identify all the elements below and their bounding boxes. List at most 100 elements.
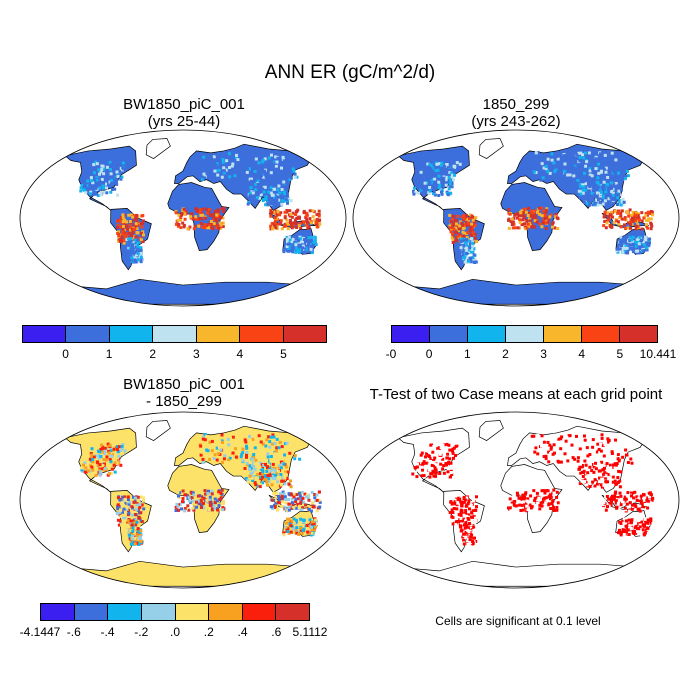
- grid-cell: [472, 525, 476, 529]
- grid-cell: [549, 447, 553, 451]
- grid-cell: [462, 532, 466, 536]
- grid-cell: [644, 235, 647, 239]
- grid-cell: [211, 498, 215, 502]
- grid-cell: [583, 171, 586, 175]
- grid-cell: [116, 193, 120, 197]
- grid-cell: [446, 470, 450, 474]
- grid-cell: [302, 520, 306, 524]
- grid-cell: [578, 443, 582, 446]
- grid-cell: [571, 177, 575, 181]
- grid-cell: [288, 249, 292, 253]
- grid-cell: [90, 455, 94, 459]
- grid-cell: [142, 496, 146, 500]
- grid-cell: [429, 167, 433, 171]
- grid-cell: [457, 229, 460, 233]
- grid-cell: [569, 155, 573, 159]
- grid-cell: [528, 503, 532, 507]
- grid-cell: [456, 234, 460, 238]
- grid-cell: [301, 244, 305, 248]
- grid-cell: [642, 493, 646, 497]
- grid-cell: [511, 220, 515, 224]
- grid-cell: [636, 223, 640, 227]
- grid-cell: [619, 531, 623, 535]
- grid-cell: [140, 503, 144, 507]
- grid-cell: [526, 222, 530, 226]
- grid-cell: [467, 499, 471, 503]
- grid-cell: [121, 452, 125, 455]
- grid-cell: [617, 210, 621, 214]
- grid-cell: [616, 480, 620, 484]
- colorbar-tr-tick-label: 1: [463, 347, 471, 361]
- grid-cell: [183, 209, 187, 213]
- grid-cell: [256, 182, 260, 186]
- grid-cell: [547, 502, 551, 506]
- grid-cell: [529, 222, 533, 226]
- grid-cell: [634, 522, 638, 525]
- grid-cell: [636, 247, 640, 251]
- grid-cell: [621, 530, 625, 534]
- grid-cell: [640, 239, 643, 243]
- grid-cell: [272, 202, 276, 206]
- colorbar-bl-swatch: [74, 604, 109, 620]
- grid-cell: [227, 458, 230, 462]
- grid-cell: [648, 518, 652, 522]
- grid-cell: [222, 210, 226, 213]
- colorbar-tr-swatch: [392, 326, 430, 342]
- grid-cell: [200, 207, 204, 211]
- grid-cell: [594, 467, 598, 471]
- grid-cell: [298, 237, 302, 241]
- colorbar-tl-tick-label: 4: [236, 347, 244, 361]
- grid-cell: [466, 517, 470, 520]
- grid-cell: [97, 181, 101, 185]
- grid-cell: [271, 473, 275, 477]
- grid-cell: [642, 533, 646, 537]
- grid-cell: [618, 491, 622, 495]
- grid-cell: [595, 482, 599, 486]
- grid-cell: [446, 466, 450, 470]
- grid-cell: [127, 243, 131, 247]
- grid-cell: [623, 235, 627, 239]
- grid-cell: [127, 248, 130, 252]
- colorbar-tr-swatch: [544, 326, 582, 342]
- grid-cell: [643, 243, 647, 247]
- grid-cell: [259, 193, 263, 197]
- grid-cell: [526, 214, 530, 217]
- grid-cell: [618, 520, 622, 524]
- grid-cell: [125, 220, 128, 224]
- grid-cell: [529, 494, 533, 498]
- grid-cell: [220, 207, 224, 211]
- grid-cell: [302, 524, 306, 528]
- grid-cell: [115, 176, 118, 180]
- grid-cell: [103, 449, 107, 453]
- grid-cell: [291, 223, 295, 227]
- grid-cell: [130, 513, 134, 517]
- grid-cell: [559, 174, 563, 178]
- grid-cell: [591, 438, 595, 442]
- grid-cell: [465, 525, 469, 529]
- grid-cell: [299, 524, 303, 528]
- grid-cell: [555, 505, 559, 509]
- grid-cell: [187, 499, 191, 503]
- grid-cell: [273, 191, 277, 195]
- grid-cell: [621, 178, 625, 182]
- grid-cell: [290, 226, 294, 230]
- grid-cell: [183, 212, 187, 216]
- grid-cell: [631, 242, 635, 246]
- grid-cell: [204, 433, 207, 436]
- grid-cell: [289, 199, 293, 203]
- grid-cell: [133, 225, 137, 229]
- grid-cell: [473, 220, 477, 224]
- grid-cell: [575, 184, 579, 188]
- grid-cell: [276, 192, 280, 196]
- grid-cell: [200, 217, 204, 221]
- grid-cell: [131, 526, 135, 530]
- grid-cell: [134, 253, 138, 257]
- grid-cell: [210, 439, 214, 443]
- grid-cell: [559, 460, 563, 464]
- grid-cell: [294, 236, 298, 240]
- landmass-greenland: [145, 138, 171, 160]
- grid-cell: [621, 245, 625, 248]
- grid-cell: [280, 188, 284, 191]
- grid-cell: [554, 213, 558, 216]
- grid-cell: [459, 246, 463, 250]
